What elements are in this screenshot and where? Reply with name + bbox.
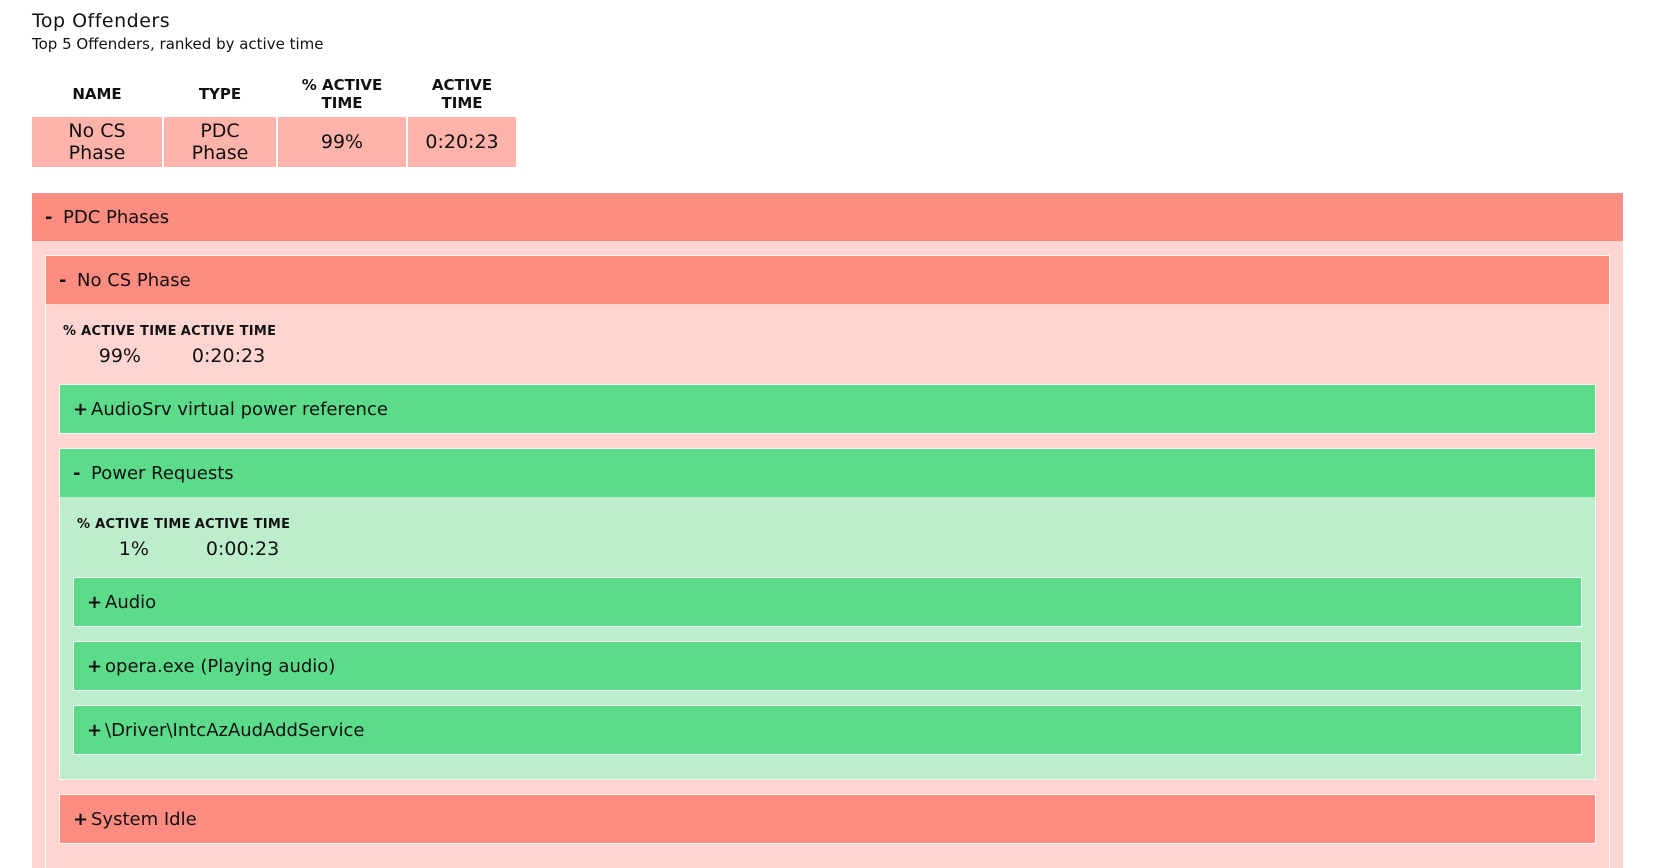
- stats-table: % ACTIVE TIME ACTIVE TIME 99% 0:20:23: [61, 324, 278, 368]
- node-label: Audio: [105, 591, 157, 613]
- node-body: - No CS Phase% ACTIVE TIME ACTIVE TIME 99% 0…: [32, 241, 1623, 868]
- stats-table: % ACTIVE TIME ACTIVE TIME 1% 0:00:23: [75, 517, 292, 561]
- toggle[interactable]: -: [45, 206, 53, 228]
- subtitle: Top 5 Offenders, ranked by active time: [32, 35, 324, 53]
- stats-header: % ACTIVE TIME: [63, 324, 177, 339]
- node-label: No CS Phase: [77, 269, 191, 291]
- tree: - PDC Phases - No CS Phase% ACTIVE TIME ACTI…: [32, 193, 1623, 868]
- node-label: PDC Phases: [63, 206, 170, 228]
- toggle[interactable]: +: [73, 398, 89, 420]
- node-header[interactable]: - PDC Phases: [32, 193, 1623, 241]
- node-label: Power Requests: [91, 462, 234, 484]
- node-header[interactable]: + AudioSrv virtual power reference: [60, 385, 1595, 433]
- tree-node: - No CS Phase% ACTIVE TIME ACTIVE TIME 99% 0…: [45, 255, 1610, 868]
- tree-node: + Audio: [73, 577, 1582, 627]
- node-header[interactable]: - No CS Phase: [46, 256, 1609, 304]
- column-header: % ACTIVE TIME: [301, 76, 383, 112]
- stats-header: ACTIVE TIME: [180, 324, 277, 339]
- node-header[interactable]: + System Idle: [60, 795, 1595, 843]
- toggle[interactable]: +: [87, 719, 103, 741]
- column-header: ACTIVE TIME: [431, 76, 493, 112]
- column-header: TYPE: [198, 85, 242, 103]
- tree-node: + \Driver\IntcAzAudAddService: [73, 705, 1582, 755]
- toggle[interactable]: +: [73, 808, 89, 830]
- tree-node: + System Idle: [59, 794, 1596, 844]
- tree-node: + opera.exe (Playing audio): [73, 641, 1582, 691]
- node-label: System Idle: [91, 808, 197, 830]
- header-row: NAME TYPE % ACTIVE TIME ACTIVE TIME: [32, 73, 516, 115]
- toggle[interactable]: -: [59, 269, 67, 291]
- stats-value: 0:20:23: [191, 345, 266, 367]
- tree-node: - Power Requests% ACTIVE TIME ACTIVE TIME 1…: [59, 448, 1596, 780]
- stats-row: 99% 0:20:23: [61, 339, 278, 368]
- stats-value: 0:00:23: [205, 538, 280, 560]
- stats-header: % ACTIVE TIME: [77, 517, 191, 532]
- stats-header: ACTIVE TIME: [194, 517, 291, 532]
- offenders-table: NAME TYPE % ACTIVE TIME ACTIVE TIME No CS Ph…: [30, 71, 518, 169]
- column-header: NAME: [72, 85, 122, 103]
- stats-row: 1% 0:00:23: [75, 532, 292, 561]
- node-header[interactable]: - Power Requests: [60, 449, 1595, 497]
- node-label: opera.exe (Playing audio): [105, 655, 336, 677]
- node-body: % ACTIVE TIME ACTIVE TIME 1% 0:00:23 + Audio +…: [60, 497, 1595, 779]
- node-label: AudioSrv virtual power reference: [91, 398, 388, 420]
- title: Top Offenders: [32, 10, 171, 32]
- toggle[interactable]: -: [73, 462, 81, 484]
- node-header[interactable]: + opera.exe (Playing audio): [74, 642, 1581, 690]
- stats-header-row: % ACTIVE TIME ACTIVE TIME: [75, 517, 292, 532]
- toggle[interactable]: +: [87, 591, 103, 613]
- table-cell: No CS Phase: [32, 117, 162, 167]
- node-label: \Driver\IntcAzAudAddService: [105, 719, 365, 741]
- stats-value: 99%: [98, 345, 141, 367]
- table-cell: 99%: [278, 117, 406, 167]
- tree-node: - PDC Phases - No CS Phase% ACTIVE TIME ACTI…: [32, 193, 1623, 868]
- toggle[interactable]: +: [87, 655, 103, 677]
- table-cell: PDC Phase: [164, 117, 276, 167]
- table-row: No CS Phase PDC Phase 99% 0:20:23: [32, 117, 516, 167]
- stats-header-row: % ACTIVE TIME ACTIVE TIME: [61, 324, 278, 339]
- table-cell: 0:20:23: [408, 117, 516, 167]
- node-header[interactable]: + \Driver\IntcAzAudAddService: [74, 706, 1581, 754]
- node-body: % ACTIVE TIME ACTIVE TIME 99% 0:20:23 + Audio…: [46, 304, 1609, 868]
- stats-value: 1%: [118, 538, 149, 560]
- tree-node: + AudioSrv virtual power reference: [59, 384, 1596, 434]
- node-header[interactable]: + Audio: [74, 578, 1581, 626]
